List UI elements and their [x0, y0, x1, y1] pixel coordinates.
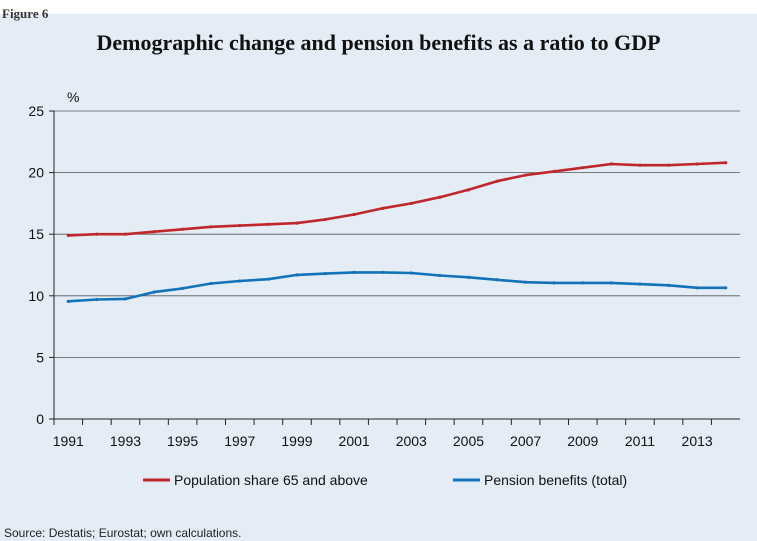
series-1-point-2010	[609, 281, 613, 285]
series-0-point-2007	[524, 173, 528, 177]
series-1-point-2002	[381, 270, 385, 274]
series-0-point-2008	[552, 169, 556, 173]
series-1-point-2000	[323, 272, 328, 276]
series-1-point-1997	[238, 279, 242, 283]
legend: Population share 65 and above Pension be…	[143, 472, 627, 488]
chart-panel: Figure 6	[0, 6, 757, 541]
series-0-point-2012	[666, 163, 671, 167]
legend-label-population: Population share 65 and above	[174, 472, 368, 488]
series-0-point-2009	[581, 166, 585, 170]
y-tick-label-0: 0	[36, 411, 44, 427]
series-0-point-2002	[381, 206, 385, 210]
series-0-point-1998	[266, 222, 270, 226]
chart-title: Demographic change and pension benefits …	[96, 30, 661, 55]
series-1-point-1999	[295, 273, 299, 277]
y-tick-label-25: 25	[28, 103, 44, 119]
series-1-point-2005	[466, 275, 471, 279]
series-0-point-2014	[724, 161, 728, 165]
series-0-point-1993	[123, 232, 128, 236]
series-0-point-1992	[95, 232, 99, 236]
x-tick-label-2001: 2001	[339, 433, 370, 449]
x-tick-label-2003: 2003	[396, 433, 427, 449]
x-tick-label-1993: 1993	[110, 433, 141, 449]
legend-label-pension: Pension benefits (total)	[484, 472, 627, 488]
y-ticks: 0 5 10 15 20 25	[28, 103, 54, 427]
series-0-point-2011	[638, 163, 642, 167]
series-1-point-1991	[66, 299, 70, 303]
series-1-point-2008	[552, 281, 556, 285]
series-0-point-1999	[295, 221, 299, 225]
y-tick-label-10: 10	[28, 288, 44, 304]
series-1-point-1992	[95, 297, 99, 302]
series-0-point-1997	[238, 223, 242, 228]
grid-lines	[54, 110, 740, 358]
series-0-point-2001	[352, 212, 356, 217]
x-tick-label-2005: 2005	[453, 433, 484, 449]
series-0-point-2004	[438, 195, 442, 199]
x-tick-label-1999: 1999	[281, 433, 312, 449]
series-1-point-1993	[123, 297, 128, 301]
series-0-point-1995	[181, 227, 185, 231]
series-group	[66, 161, 728, 303]
series-1-point-1995	[181, 286, 185, 291]
series-1-point-2009	[581, 281, 585, 285]
x-tick-label-2013: 2013	[682, 433, 713, 449]
series-1-point-2012	[666, 283, 671, 287]
series-1-point-1994	[152, 290, 156, 294]
series-0-point-1991	[66, 233, 70, 238]
series-1-point-2007	[524, 280, 528, 284]
series-1-point-1996	[209, 281, 213, 286]
x-ticks: 1991 1993 1995 1997 1999 2001 2003 2005 2007 2009…	[53, 419, 713, 449]
x-tick-label-2011: 2011	[625, 433, 655, 449]
x-tick-label-2007: 2007	[510, 433, 541, 449]
series-0-point-1994	[152, 230, 156, 234]
series-0-point-2000	[323, 217, 328, 222]
x-tick-label-1991: 1991	[53, 433, 84, 449]
y-tick-label-20: 20	[28, 165, 44, 181]
y-axis-unit: %	[67, 89, 79, 105]
series-1-point-2014	[724, 286, 728, 290]
series-0-point-2003	[409, 201, 413, 205]
series-1-point-2011	[638, 282, 642, 286]
series-1-point-2006	[495, 278, 499, 282]
x-tick-label-1997: 1997	[224, 433, 255, 449]
series-1-point-2003	[409, 271, 413, 275]
series-0-point-2010	[609, 162, 613, 166]
y-tick-label-5: 5	[36, 349, 44, 365]
series-1-point-2001	[352, 270, 356, 274]
y-tick-label-15: 15	[28, 226, 44, 242]
series-1-point-2013	[695, 286, 699, 290]
x-tick-label-1995: 1995	[167, 433, 198, 449]
series-line-0	[68, 161, 726, 237]
source-note: Source: Destatis; Eurostat; own calculat…	[4, 526, 242, 540]
series-0-point-2006	[495, 179, 499, 183]
series-1-point-2004	[438, 273, 442, 278]
series-0-point-2013	[695, 162, 699, 166]
x-tick-label-2009: 2009	[567, 433, 598, 449]
series-line-1	[68, 271, 726, 303]
series-0-point-1996	[209, 225, 213, 229]
series-0-point-2005	[466, 188, 471, 192]
figure-label: Figure 6	[2, 6, 49, 21]
series-1-point-1998	[266, 277, 270, 281]
